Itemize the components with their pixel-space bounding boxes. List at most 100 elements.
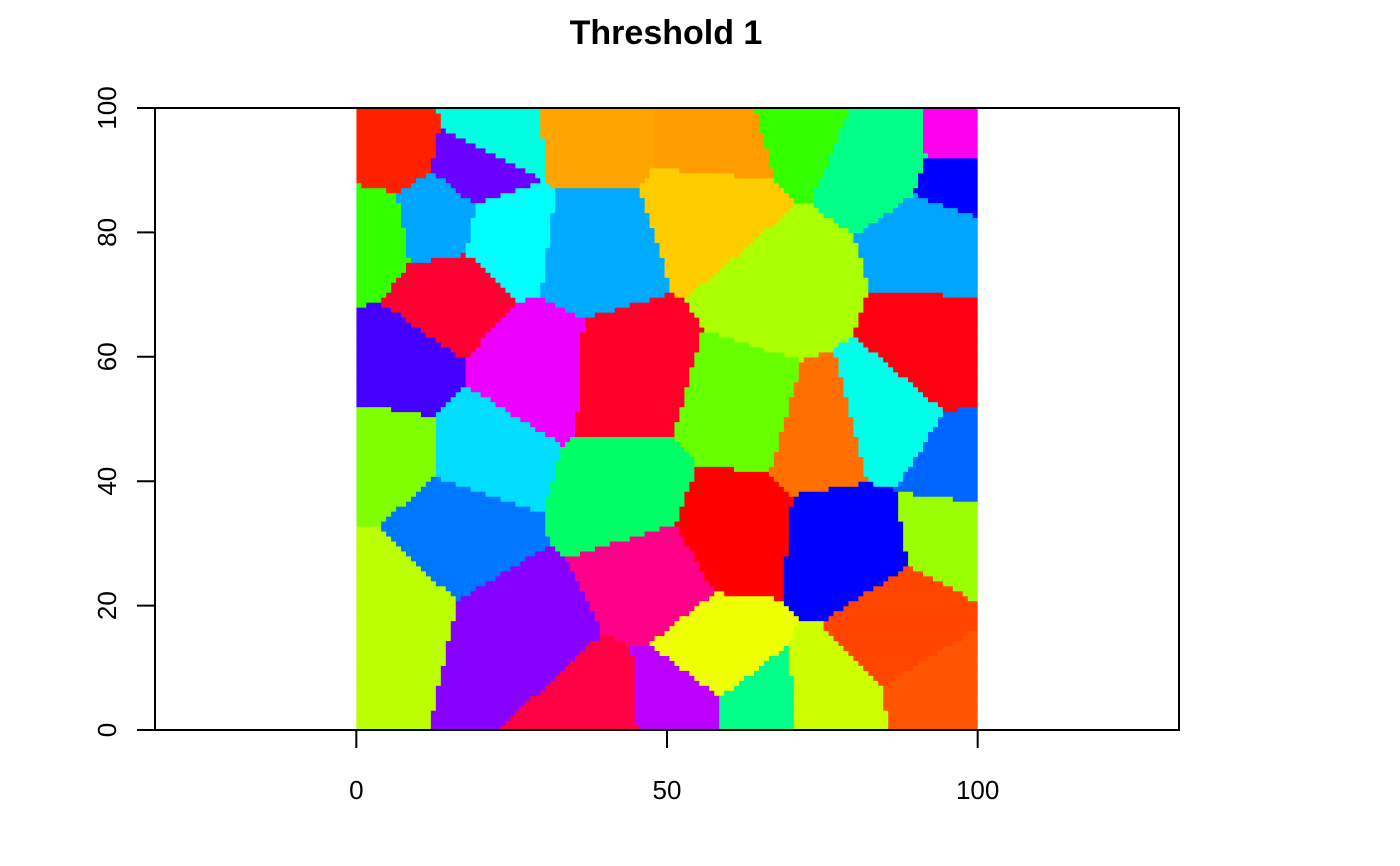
region-cell bbox=[788, 511, 899, 517]
region-cell bbox=[589, 640, 626, 647]
region-cell bbox=[356, 202, 402, 209]
region-cell bbox=[356, 177, 417, 184]
region-cell bbox=[634, 660, 676, 666]
region-cell bbox=[843, 391, 924, 398]
region-cell bbox=[614, 307, 690, 313]
region-cell bbox=[923, 167, 978, 174]
region-cell bbox=[788, 411, 850, 418]
region-cell bbox=[445, 401, 497, 408]
y-tick-label: 0 bbox=[92, 723, 122, 737]
region-cell bbox=[430, 715, 512, 721]
region-cell bbox=[838, 132, 924, 139]
region-cell bbox=[853, 416, 939, 423]
region-cell bbox=[406, 267, 487, 273]
region-cell bbox=[793, 625, 825, 632]
region-cell bbox=[913, 187, 978, 194]
region-cell bbox=[923, 391, 978, 398]
chart-title: Threshold 1 bbox=[570, 14, 763, 52]
region-cell bbox=[684, 501, 795, 507]
region-cell bbox=[570, 565, 700, 572]
region-cell bbox=[455, 600, 591, 607]
region-cell bbox=[450, 620, 601, 627]
region-cell bbox=[545, 262, 666, 268]
region-cell bbox=[858, 247, 978, 253]
region-cell bbox=[356, 307, 392, 313]
region-cell bbox=[356, 242, 407, 248]
region-cell bbox=[415, 491, 487, 497]
region-cell bbox=[430, 720, 507, 726]
region-cell bbox=[719, 695, 795, 701]
region-cell bbox=[356, 112, 442, 119]
region-cell bbox=[356, 466, 437, 472]
region-cell bbox=[913, 491, 978, 497]
region-cell bbox=[674, 426, 785, 433]
region-cell bbox=[848, 108, 924, 114]
region-cell bbox=[773, 456, 864, 462]
region-cell bbox=[510, 565, 571, 572]
region-cell bbox=[435, 456, 561, 462]
region-cell bbox=[788, 605, 845, 612]
region-cell bbox=[883, 700, 978, 706]
region-cell bbox=[908, 376, 978, 383]
region-cell bbox=[679, 416, 785, 423]
region-cell bbox=[475, 257, 546, 263]
region-cell bbox=[386, 516, 546, 522]
region-cell bbox=[465, 252, 546, 258]
region-cell bbox=[560, 446, 685, 452]
region-cell bbox=[773, 177, 820, 184]
region-cell bbox=[719, 725, 795, 730]
region-cell bbox=[505, 157, 546, 164]
region-cell bbox=[545, 685, 636, 691]
region-cell bbox=[783, 595, 859, 602]
region-cell bbox=[689, 481, 780, 487]
region-cell bbox=[356, 436, 437, 442]
region-cell bbox=[560, 441, 566, 447]
region-cell bbox=[356, 501, 407, 507]
region-cell bbox=[356, 570, 427, 577]
region-cell bbox=[719, 705, 795, 711]
region-cell bbox=[580, 366, 690, 373]
region-cell bbox=[356, 297, 382, 303]
region-cell bbox=[962, 635, 978, 642]
region-cell bbox=[356, 421, 437, 428]
region-cell bbox=[863, 341, 978, 348]
region-cell bbox=[694, 287, 869, 293]
region-cell bbox=[848, 112, 924, 119]
region-cell bbox=[624, 640, 651, 647]
region-cell bbox=[599, 630, 666, 637]
region-cell bbox=[838, 341, 864, 348]
region-cell bbox=[734, 685, 795, 691]
region-cell bbox=[555, 545, 596, 552]
region-cell bbox=[430, 167, 526, 174]
region-cell bbox=[356, 316, 407, 323]
region-cell bbox=[699, 336, 735, 343]
region-cell bbox=[356, 137, 437, 144]
region-cell bbox=[580, 341, 700, 348]
region-cell bbox=[435, 700, 526, 706]
region-cell bbox=[455, 187, 516, 194]
region-cell bbox=[356, 635, 452, 642]
region-cell bbox=[923, 108, 978, 114]
region-cell bbox=[843, 117, 924, 124]
region-cell bbox=[634, 700, 720, 706]
region-cell bbox=[753, 670, 790, 676]
region-cell bbox=[580, 376, 690, 383]
region-cell bbox=[450, 630, 601, 637]
region-cell bbox=[470, 232, 551, 238]
region-cell bbox=[555, 192, 641, 199]
region-cell bbox=[545, 172, 651, 179]
region-cell bbox=[391, 282, 502, 288]
region-cell bbox=[798, 366, 840, 373]
region-cell bbox=[465, 137, 546, 144]
region-cell bbox=[699, 565, 785, 572]
region-cell bbox=[788, 650, 850, 656]
region-cell bbox=[490, 272, 546, 278]
region-cell bbox=[356, 625, 452, 632]
region-cell bbox=[545, 501, 685, 507]
region-cell bbox=[858, 242, 978, 248]
region-cell bbox=[898, 496, 954, 502]
region-cell bbox=[888, 720, 978, 726]
region-cell bbox=[356, 371, 467, 378]
region-cell bbox=[783, 212, 825, 219]
region-cell bbox=[729, 257, 864, 263]
